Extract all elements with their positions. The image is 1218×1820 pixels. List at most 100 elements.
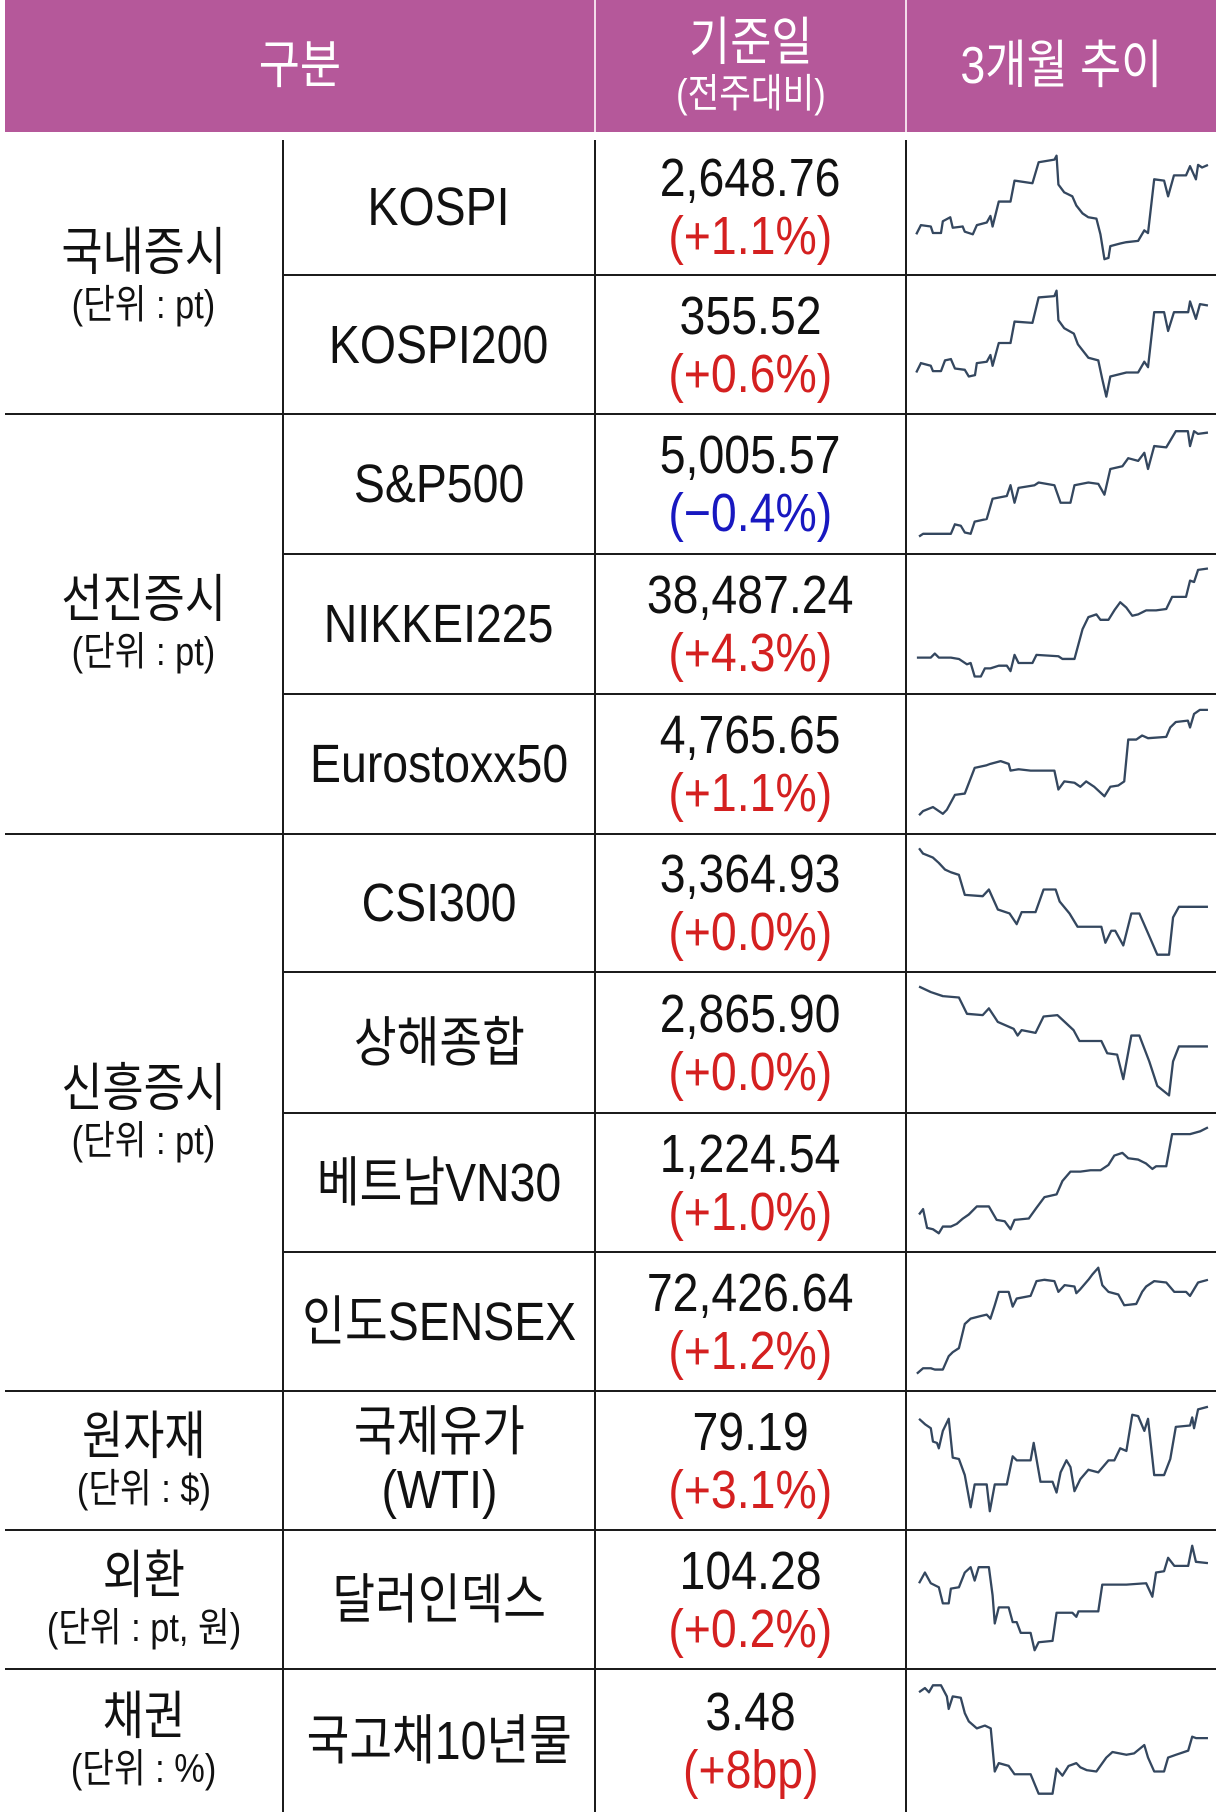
index-name: 상해종합 [353, 1012, 525, 1073]
index-name-sub: (WTI) [380, 1459, 498, 1520]
sparkline [917, 1268, 1208, 1374]
row-value-cell: 5,005.57 (−0.4%) [594, 415, 905, 555]
group-label: 채권 [102, 1688, 185, 1746]
index-name: S&P500 [353, 454, 525, 514]
index-change: (+0.2%) [668, 1598, 833, 1659]
row-trend-cell [905, 973, 1216, 1114]
index-value: 4,765.65 [660, 705, 841, 765]
index-name: Eurostoxx50 [309, 734, 569, 794]
row-trend-cell [905, 1531, 1216, 1670]
row-value-cell: 4,765.65 (+1.1%) [594, 695, 905, 835]
group-unit: (단위 : $) [76, 1466, 211, 1511]
index-name: 베트남VN30 [316, 1152, 562, 1213]
group-unit: (단위 : pt) [71, 282, 216, 327]
index-name: NIKKEI225 [324, 594, 554, 654]
sparkline-chart [907, 1531, 1216, 1665]
row-name-cell: 국제유가 (WTI) [282, 1392, 594, 1531]
sparkline-chart [907, 695, 1216, 830]
index-value: 5,005.57 [660, 425, 841, 485]
group-cell: 외환 (단위 : pt, 원) [5, 1531, 282, 1670]
group-cell: 국내증시 (단위 : pt) [5, 140, 282, 415]
sparkline [919, 1546, 1208, 1651]
row-value-cell: 72,426.64 (+1.2%) [594, 1253, 905, 1392]
header-trend-label: 3개월 추이 [960, 37, 1163, 95]
header-trend: 3개월 추이 [905, 0, 1216, 132]
index-change: (+3.1%) [668, 1459, 833, 1520]
table-header: 구분 기준일 (전주대비) 3개월 추이 [5, 0, 1216, 132]
row-name-cell: 베트남VN30 [282, 1114, 594, 1253]
group-label: 외환 [102, 1546, 185, 1605]
index-change: (+0.0%) [668, 1041, 833, 1102]
index-value: 3,364.93 [660, 844, 841, 904]
index-change: (+4.3%) [668, 623, 833, 683]
row-trend-cell [905, 276, 1216, 415]
sparkline [919, 431, 1208, 536]
row-trend-cell [905, 415, 1216, 555]
index-value: 38,487.24 [647, 565, 854, 625]
sparkline [919, 1127, 1208, 1233]
row-name-cell: 국고채10년물 [282, 1670, 594, 1812]
row-name-cell: 상해종합 [282, 973, 594, 1114]
row-trend-cell [905, 1114, 1216, 1253]
sparkline-chart [907, 555, 1216, 690]
group-unit: (단위 : pt, 원) [46, 1605, 241, 1650]
header-value-sublabel: (전주대비) [675, 72, 826, 116]
sparkline [917, 569, 1208, 677]
sparkline [916, 156, 1208, 259]
sparkline-chart [907, 835, 1216, 968]
row-trend-cell [905, 1253, 1216, 1392]
header-category-label: 구분 [258, 37, 341, 95]
sparkline [919, 1685, 1208, 1793]
index-name: 달러인덱스 [332, 1569, 546, 1630]
row-name-cell: NIKKEI225 [282, 555, 594, 695]
row-trend-cell [905, 695, 1216, 835]
index-value: 3.48 [705, 1682, 796, 1742]
row-name-cell: S&P500 [282, 415, 594, 555]
row-value-cell: 79.19 (+3.1%) [594, 1392, 905, 1531]
index-change: (+0.0%) [668, 902, 833, 962]
header-category: 구분 [5, 0, 594, 132]
row-name-cell: 인도SENSEX [282, 1253, 594, 1392]
row-trend-cell [905, 555, 1216, 695]
index-value: 1,224.54 [660, 1123, 841, 1184]
index-name: 인도SENSEX [302, 1291, 576, 1352]
sparkline-chart [907, 1253, 1216, 1387]
group-label: 국내증시 [61, 223, 226, 282]
index-value: 2,648.76 [660, 148, 841, 208]
sparkline-chart [907, 1670, 1216, 1809]
index-value: 104.28 [679, 1540, 822, 1601]
index-change: (+1.1%) [668, 206, 833, 266]
sparkline [919, 1407, 1208, 1512]
row-value-cell: 3,364.93 (+0.0%) [594, 835, 905, 973]
row-name-cell: KOSPI200 [282, 276, 594, 415]
index-name: KOSPI200 [329, 314, 549, 375]
row-value-cell: 104.28 (+0.2%) [594, 1531, 905, 1670]
group-unit: (단위 : pt) [71, 1118, 216, 1163]
row-name-cell: 달러인덱스 [282, 1531, 594, 1670]
sparkline-chart [907, 973, 1216, 1109]
sparkline [916, 291, 1208, 397]
row-name-cell: KOSPI [282, 140, 594, 276]
index-value: 2,865.90 [660, 983, 841, 1044]
index-change: (+1.1%) [668, 763, 833, 823]
sparkline-chart [907, 1392, 1216, 1526]
row-trend-cell [905, 1392, 1216, 1531]
header-value: 기준일 (전주대비) [594, 0, 905, 132]
sparkline-chart [907, 276, 1216, 410]
group-unit: (단위 : %) [70, 1747, 217, 1791]
row-trend-cell [905, 1670, 1216, 1812]
index-name: 국고채10년물 [306, 1711, 572, 1771]
index-change: (+8bp) [682, 1740, 819, 1800]
group-cell: 원자재 (단위 : $) [5, 1392, 282, 1531]
index-change: (+0.6%) [668, 343, 833, 404]
group-cell: 신흥증시 (단위 : pt) [5, 835, 282, 1392]
table-body: 국내증시 (단위 : pt) KOSPI 2,648.76 (+1.1%) KO… [5, 140, 1216, 1812]
index-name: CSI300 [361, 873, 517, 933]
row-trend-cell [905, 140, 1216, 276]
sparkline [919, 987, 1208, 1096]
group-label: 신흥증시 [61, 1059, 226, 1118]
row-name-cell: CSI300 [282, 835, 594, 973]
row-value-cell: 38,487.24 (+4.3%) [594, 555, 905, 695]
sparkline [919, 848, 1208, 954]
